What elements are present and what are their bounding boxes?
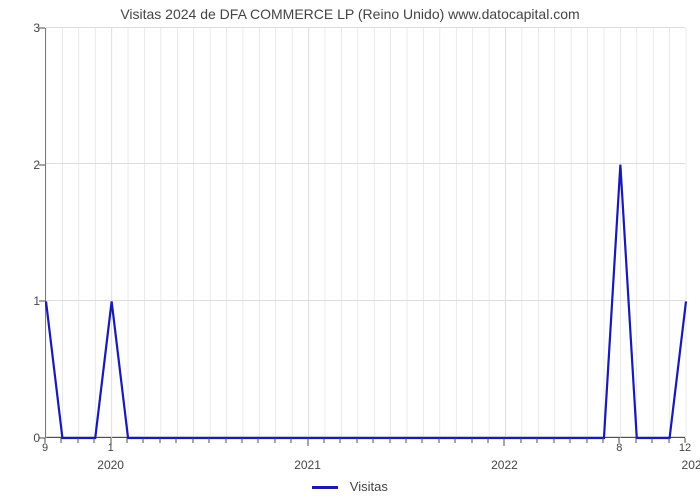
x-minor-tick-mark (258, 438, 259, 443)
y-tick-label: 3 (10, 21, 40, 35)
x-major-tick-label: 2020 (97, 458, 124, 472)
line-series (46, 28, 686, 438)
x-major-tick-label: 202 (682, 458, 700, 472)
y-tick-label: 0 (10, 431, 40, 445)
legend-swatch (312, 486, 338, 489)
x-minor-tick-mark (127, 438, 128, 443)
x-minor-tick-mark (94, 438, 95, 443)
x-minor-tick-label: 12 (679, 442, 691, 454)
x-minor-tick-mark (652, 438, 653, 443)
x-minor-tick-mark (225, 438, 226, 443)
x-minor-tick-mark (422, 438, 423, 443)
chart-container: Visitas 2024 de DFA COMMERCE LP (Reino U… (0, 0, 700, 500)
x-minor-tick-mark (553, 438, 554, 443)
x-minor-tick-mark (488, 438, 489, 443)
x-minor-tick-mark (291, 438, 292, 443)
y-tick-label: 1 (10, 294, 40, 308)
x-major-tick-mark (307, 438, 308, 446)
x-minor-tick-mark (570, 438, 571, 443)
x-major-tick-label: 2021 (294, 458, 321, 472)
x-minor-tick-mark (471, 438, 472, 443)
x-minor-tick-mark (274, 438, 275, 443)
y-tick-label: 2 (10, 158, 40, 172)
x-minor-tick-label: 9 (42, 442, 48, 454)
legend: Visitas (0, 479, 700, 494)
x-minor-tick-mark (77, 438, 78, 443)
x-minor-tick-mark (586, 438, 587, 443)
x-major-tick-label: 2022 (491, 458, 518, 472)
x-minor-tick-mark (323, 438, 324, 443)
x-minor-tick-mark (537, 438, 538, 443)
x-minor-tick-mark (455, 438, 456, 443)
x-minor-tick-mark (668, 438, 669, 443)
x-minor-tick-mark (406, 438, 407, 443)
x-minor-tick-mark (61, 438, 62, 443)
x-major-tick-mark (504, 438, 505, 446)
x-major-tick-mark (110, 438, 111, 446)
x-minor-tick-mark (635, 438, 636, 443)
chart-title: Visitas 2024 de DFA COMMERCE LP (Reino U… (0, 6, 700, 22)
x-minor-tick-mark (176, 438, 177, 443)
plot-area (45, 28, 685, 438)
x-minor-tick-mark (159, 438, 160, 443)
x-minor-tick-mark (389, 438, 390, 443)
x-minor-tick-mark (241, 438, 242, 443)
x-minor-tick-mark (520, 438, 521, 443)
x-minor-tick-label: 8 (616, 442, 622, 454)
x-minor-tick-mark (356, 438, 357, 443)
x-minor-tick-mark (340, 438, 341, 443)
x-minor-tick-mark (438, 438, 439, 443)
x-minor-tick-mark (192, 438, 193, 443)
x-minor-tick-mark (602, 438, 603, 443)
legend-label: Visitas (350, 479, 388, 494)
x-minor-tick-mark (209, 438, 210, 443)
x-minor-tick-mark (143, 438, 144, 443)
x-minor-tick-mark (373, 438, 374, 443)
